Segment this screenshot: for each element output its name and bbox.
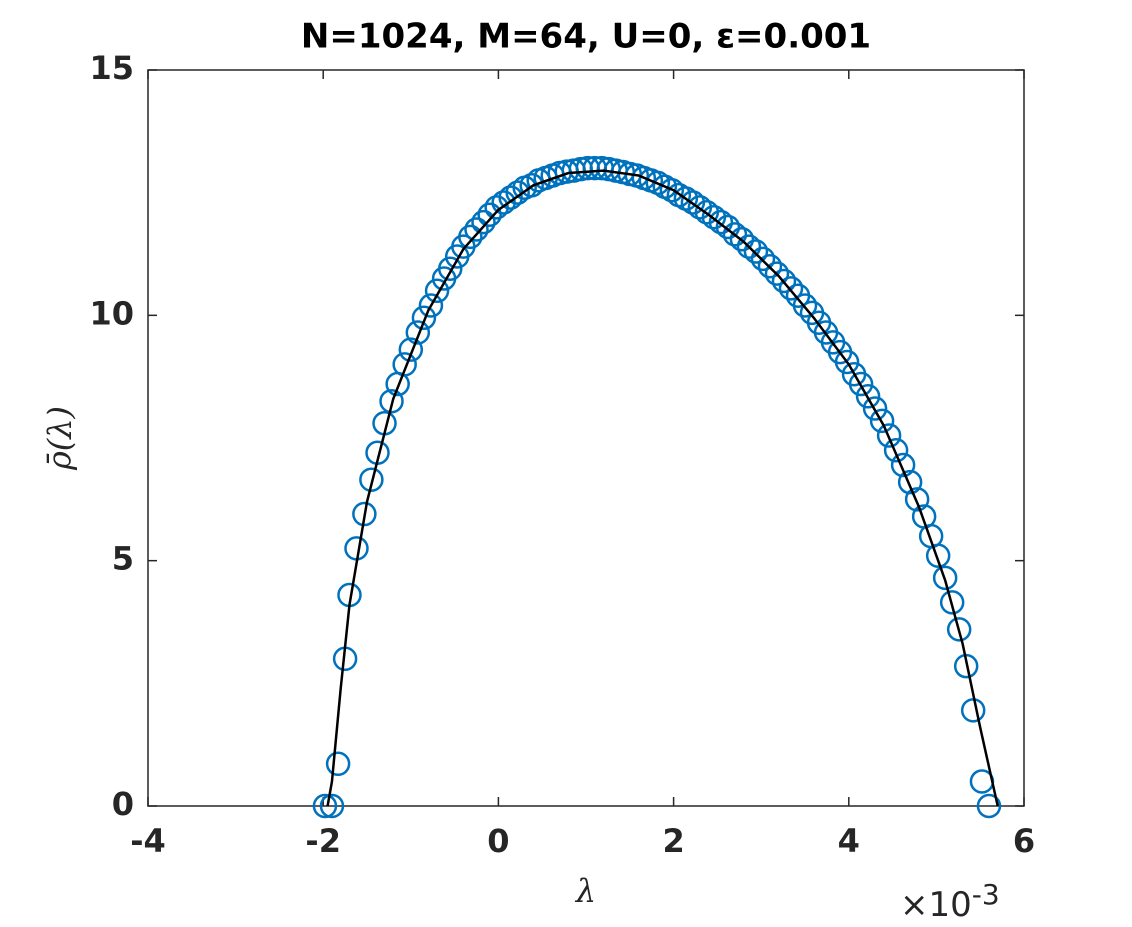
point bbox=[519, 173, 544, 198]
point bbox=[319, 793, 345, 819]
point bbox=[398, 337, 424, 362]
point bbox=[325, 751, 351, 777]
point bbox=[848, 371, 874, 397]
multiplier-exponent: -3 bbox=[972, 878, 1000, 911]
point bbox=[976, 793, 1002, 819]
point bbox=[312, 793, 338, 819]
point bbox=[876, 423, 902, 448]
point bbox=[897, 469, 923, 495]
point bbox=[946, 617, 972, 642]
chart-title: N=1024, M=64, U=0, ε=0.001 bbox=[301, 17, 871, 57]
point bbox=[792, 293, 818, 318]
point bbox=[471, 209, 496, 235]
point bbox=[771, 268, 797, 294]
point bbox=[505, 180, 530, 205]
point bbox=[437, 256, 463, 281]
point bbox=[743, 239, 769, 264]
point bbox=[418, 293, 444, 318]
point bbox=[862, 396, 888, 421]
point bbox=[890, 452, 916, 478]
x-tick-label: 0 bbox=[487, 822, 509, 860]
line bbox=[326, 169, 999, 807]
x-tick-label: 2 bbox=[662, 822, 684, 860]
point bbox=[960, 698, 986, 723]
point bbox=[352, 501, 377, 527]
point bbox=[715, 214, 741, 240]
point bbox=[405, 320, 431, 345]
y-tick-label: 5 bbox=[112, 540, 134, 578]
point bbox=[359, 467, 384, 492]
point bbox=[757, 254, 783, 279]
point bbox=[411, 305, 437, 331]
x-axis-label: λ bbox=[574, 872, 596, 910]
point bbox=[750, 246, 776, 272]
y-tick-label: 15 bbox=[89, 49, 134, 87]
point bbox=[834, 349, 860, 375]
point bbox=[939, 590, 965, 615]
point bbox=[869, 408, 895, 434]
point bbox=[458, 224, 483, 250]
x-tick-label: -2 bbox=[305, 822, 341, 860]
y-tick-label: 0 bbox=[112, 785, 134, 823]
x-multiplier: ×10-3 bbox=[900, 878, 1000, 925]
x-tick-label: 6 bbox=[1013, 822, 1035, 860]
point bbox=[344, 536, 369, 561]
point bbox=[392, 352, 417, 377]
point bbox=[424, 278, 450, 304]
point bbox=[379, 388, 404, 414]
point bbox=[932, 565, 958, 591]
point bbox=[729, 227, 755, 252]
x-tick-label: 4 bbox=[838, 822, 860, 860]
point bbox=[659, 177, 685, 203]
y-tick-label: 10 bbox=[89, 294, 134, 332]
point bbox=[764, 261, 790, 286]
x-tick-label: -4 bbox=[130, 822, 166, 860]
point bbox=[904, 487, 930, 512]
multiplier-base: ×10 bbox=[900, 885, 972, 925]
point bbox=[883, 438, 909, 463]
point bbox=[925, 543, 951, 569]
point bbox=[736, 234, 762, 259]
point bbox=[855, 384, 881, 409]
point bbox=[477, 202, 502, 227]
axes-box bbox=[147, 69, 1025, 807]
point bbox=[778, 276, 804, 301]
point bbox=[708, 209, 734, 235]
point bbox=[464, 217, 489, 242]
y-axis-label: ρ̄(λ) bbox=[41, 406, 79, 471]
point bbox=[722, 222, 748, 247]
